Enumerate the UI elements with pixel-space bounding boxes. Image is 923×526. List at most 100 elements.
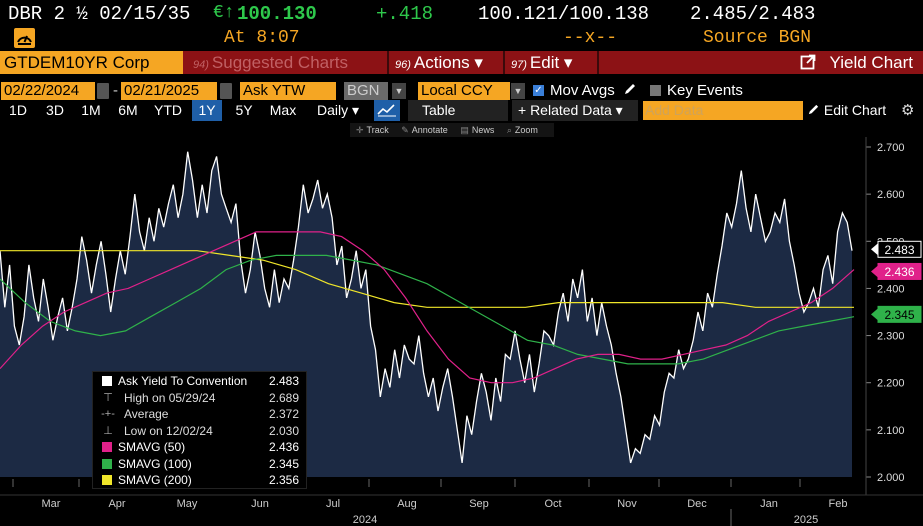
last-value-text: 2.345 — [884, 308, 914, 322]
period-button[interactable]: Max — [269, 102, 297, 118]
chart-controls: 02/22/2024 - 02/21/2025 Ask YTW BGN ▼ Lo… — [0, 80, 923, 101]
ticker-field[interactable]: GTDEM10YR Corp — [0, 51, 183, 74]
period-button[interactable]: 1M — [81, 102, 101, 118]
bid-ask-yield: 2.485/2.483 — [690, 3, 816, 25]
period-button[interactable]: 1D — [9, 102, 27, 118]
x-axis-month-label: Feb — [829, 498, 848, 510]
legend-label: SMAVG (50) — [118, 440, 186, 454]
edit-number: 97) — [511, 59, 527, 71]
legend-value: 2.689 — [268, 390, 299, 405]
yield-chart-title[interactable]: Yield Chart — [800, 51, 913, 74]
annotate-icon: ✎ — [401, 125, 409, 135]
menubar-divider — [503, 51, 505, 74]
edit-menu[interactable]: 97) Edit ▾ — [511, 51, 572, 74]
track-tool[interactable]: ✛ Track — [356, 125, 389, 135]
period-button[interactable]: YTD — [154, 102, 182, 118]
mov-avgs-checkbox[interactable]: ✓ — [533, 85, 544, 96]
legend-row-smavg50: SMAVG (50) 2.436 — [97, 439, 302, 456]
legend-row-low: ⊥ Low on 12/02/24 2.030 — [97, 423, 302, 440]
period-button-active[interactable]: 1Y — [192, 100, 222, 121]
news-tool[interactable]: ▤ News — [460, 125, 495, 135]
period-button[interactable]: 5Y — [235, 102, 253, 118]
smavg-100-line — [0, 254, 855, 365]
calendar-icon[interactable] — [220, 83, 232, 99]
chevron-down-icon[interactable]: ▼ — [392, 83, 406, 99]
last-value-text: 2.436 — [884, 265, 914, 279]
high-marker-icon: ⊤ — [103, 391, 113, 404]
start-date-field[interactable]: 02/22/2024 — [1, 82, 95, 100]
suggested-charts-label: Suggested Charts — [211, 53, 348, 72]
key-events-checkbox[interactable] — [650, 85, 661, 96]
table-view-button[interactable]: Table — [408, 100, 508, 121]
quote-subbar: At 8:07 --x-- Source BGN — [0, 27, 923, 50]
edit-chart-button[interactable]: Edit Chart — [807, 100, 886, 121]
x-axis-month-label: Jul — [326, 498, 340, 510]
average-marker-icon: -+- — [101, 408, 115, 420]
period-toolbar: 1D 3D 1M 6M YTD 1Y 5Y Max Daily ▾ Table … — [0, 100, 923, 121]
news-icon: ▤ — [460, 125, 469, 135]
last-value-text: 2.483 — [884, 243, 914, 257]
key-events-label: Key Events — [667, 82, 743, 99]
suggested-charts-number: 94) — [193, 59, 209, 71]
legend-row-high: ⊤ High on 05/29/24 2.689 — [97, 390, 302, 407]
pencil-icon[interactable] — [623, 82, 637, 100]
legend-row-smavg200: SMAVG (200) 2.356 — [97, 472, 302, 489]
x-axis-year-label: 2025 — [794, 514, 818, 526]
actions-menu[interactable]: 96) Actions ▾ — [395, 51, 483, 74]
table-view-label: Table — [422, 102, 456, 118]
legend-label: High on 05/29/24 — [124, 390, 216, 405]
chevron-down-icon[interactable]: ▼ — [511, 83, 525, 99]
chart-tool-strip: ✛ Track ✎ Annotate ▤ News ⌕ Zoom — [350, 123, 554, 137]
legend-label: Average — [124, 407, 169, 421]
smavg-200-line — [0, 250, 854, 308]
y-axis-label: 2.100 — [877, 425, 905, 437]
x-axis-month-label: Aug — [397, 498, 417, 510]
x-axis-month-label: Sep — [469, 498, 489, 510]
add-data-input[interactable]: Add Data — [643, 101, 803, 120]
pencil-icon — [808, 104, 819, 115]
annotate-tool[interactable]: ✎ Annotate — [401, 125, 448, 135]
launch-icon — [800, 54, 816, 75]
yield-chart-label: Yield Chart — [829, 53, 913, 72]
price-direction-icon: €↑ — [213, 3, 235, 23]
period-button[interactable]: 6M — [118, 102, 138, 118]
quote-size: --x-- — [563, 28, 618, 48]
legend-value: 2.436 — [268, 440, 299, 454]
x-axis-month-label: Nov — [617, 498, 637, 510]
last-value-label: 2.483 — [871, 240, 922, 258]
bid-ask-price: 100.121/100.138 — [478, 3, 650, 25]
x-axis-year-label: 2024 — [353, 514, 377, 526]
legend-row-yield: Ask Yield To Convention 2.483 — [97, 373, 302, 390]
currency-field[interactable]: Local CCY — [418, 82, 510, 100]
legend-swatch — [102, 442, 112, 452]
legend-label: SMAVG (100) — [118, 456, 192, 471]
last-value-label: 2.436 — [871, 262, 922, 280]
source-field[interactable]: BGN — [344, 82, 388, 100]
end-date-field[interactable]: 02/21/2025 — [121, 82, 217, 100]
gear-icon[interactable]: ⚙ — [901, 102, 915, 119]
legend-value: 2.356 — [268, 473, 299, 487]
frequency-dropdown[interactable]: Daily ▾ — [316, 102, 360, 118]
edit-chart-label: Edit Chart — [823, 102, 887, 118]
gauge-icon[interactable] — [14, 28, 35, 48]
legend-swatch — [102, 458, 112, 469]
menubar: GTDEM10YR Corp 94) Suggested Charts 96) Ac… — [0, 51, 923, 74]
calendar-icon[interactable] — [97, 83, 109, 99]
y-axis-label: 2.400 — [877, 283, 905, 295]
y-axis-label: 2.300 — [877, 331, 905, 343]
legend-label: SMAVG (200) — [118, 473, 192, 487]
y-axis-label: 2.600 — [877, 189, 905, 201]
zoom-tool[interactable]: ⌕ Zoom — [506, 125, 538, 135]
line-chart-icon[interactable] — [374, 100, 400, 121]
yield-field-selector[interactable]: Ask YTW — [240, 82, 336, 100]
last-price: 100.130 — [237, 3, 317, 25]
last-value-label: 2.345 — [871, 305, 922, 323]
menubar-divider — [597, 51, 599, 74]
suggested-charts-button[interactable]: 94) Suggested Charts — [193, 51, 348, 74]
actions-label: Actions ▾ — [413, 53, 483, 72]
period-button[interactable]: 3D — [46, 102, 64, 118]
quote-bar: DBR 2 ½ 02/15/35 €↑ 100.130 +.418 100.12… — [0, 0, 923, 27]
menubar-divider — [387, 51, 389, 74]
related-data-button[interactable]: + Related Data ▾ — [512, 100, 638, 121]
legend-label: Ask Yield To Convention — [118, 374, 248, 388]
